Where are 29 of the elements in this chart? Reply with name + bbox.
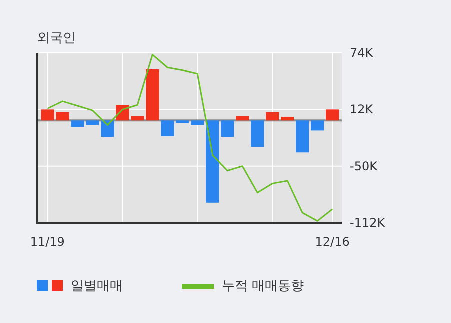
bar: [191, 120, 204, 126]
bar: [131, 116, 144, 121]
bar: [311, 120, 324, 131]
bar: [176, 120, 190, 124]
bar: [206, 120, 220, 203]
bar: [266, 112, 280, 121]
y-tick-label: 74K: [350, 46, 374, 60]
legend-label: 누적 매매동향: [222, 279, 304, 294]
bar: [296, 120, 310, 153]
y-tick-label: 12K: [350, 102, 374, 117]
legend-label: 일별매매: [71, 279, 123, 294]
bar: [71, 120, 84, 128]
y-tick-label: -112K: [350, 216, 386, 230]
bar: [251, 120, 264, 148]
line-series: [46, 54, 334, 222]
bar: [281, 116, 294, 121]
bar: [236, 116, 250, 121]
chart-title: 외국인: [37, 31, 76, 46]
bar: [41, 110, 54, 121]
bar: [101, 120, 114, 138]
bar: [161, 120, 174, 136]
bar: [221, 120, 234, 138]
bar: [56, 112, 70, 121]
x-tick-label: 12/16: [315, 235, 350, 249]
y-tick-label: -50K: [350, 159, 379, 174]
bar: [146, 69, 160, 121]
x-tick-label: 11/19: [30, 235, 65, 249]
bar: [326, 110, 340, 121]
bar: [86, 120, 100, 126]
